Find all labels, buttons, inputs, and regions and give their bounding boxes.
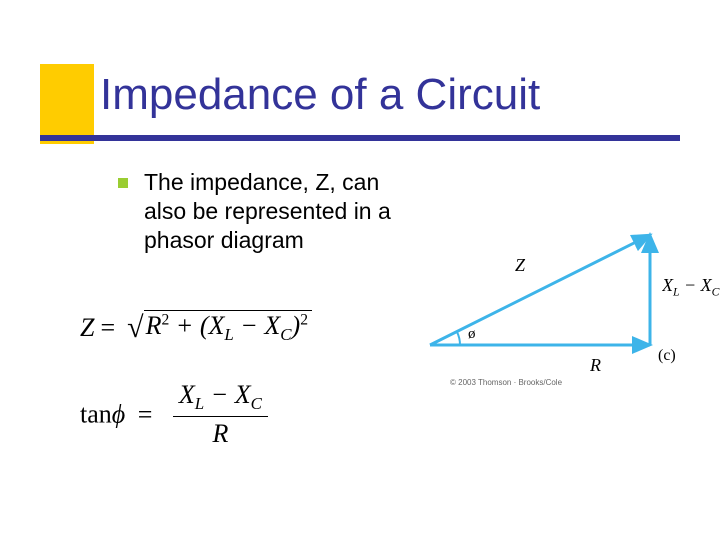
copyright-text: © 2003 Thomson · Brooks/Cole <box>450 378 562 387</box>
sqrt-body: R2 + (XL − XC)2 <box>144 310 312 345</box>
phi-symbol: ϕ <box>112 400 125 429</box>
fraction-numerator: XL − XC <box>173 380 268 417</box>
sqrt-icon: √ R2 + (XL − XC)2 <box>127 310 312 345</box>
bullet-text: The impedance, Z, can also be represente… <box>144 168 418 254</box>
phasor-svg: ZRXL − XCø(c) <box>420 205 720 405</box>
equals-sign: = <box>100 313 115 343</box>
bullet-row: The impedance, Z, can also be represente… <box>118 168 418 254</box>
formula-impedance: Z = √ R2 + (XL − XC)2 <box>80 310 312 345</box>
fraction: XL − XC R <box>173 380 268 449</box>
slide-title: Impedance of a Circuit <box>100 70 540 120</box>
bullet-square-icon <box>118 178 128 188</box>
title-underline <box>40 135 680 141</box>
equals-sign: = <box>138 400 153 429</box>
fraction-denominator: R <box>173 417 268 449</box>
formula-z-lhs: Z <box>80 313 94 343</box>
phasor-diagram: ZRXL − XCø(c) <box>420 205 700 405</box>
accent-block <box>40 64 94 144</box>
formula-tan-phi: tanϕ = XL − XC R <box>80 380 268 449</box>
tan-label: tan <box>80 400 112 429</box>
